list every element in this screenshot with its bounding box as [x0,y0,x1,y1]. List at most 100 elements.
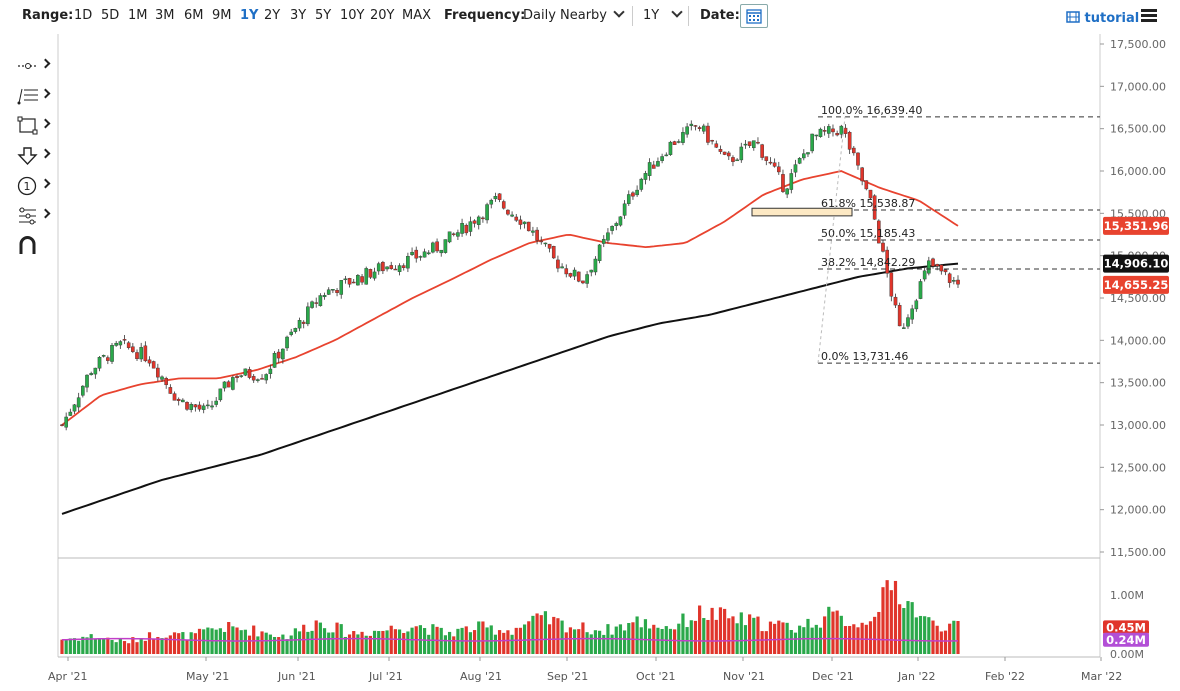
candle-body [872,195,877,220]
range-button-1d[interactable]: 1D [74,8,93,23]
candle-body [456,232,460,237]
candle-body [952,280,956,282]
candle-body [693,125,698,127]
candle-body [364,268,369,285]
volume-bar [522,624,527,654]
x-tick-label: Jan '22 [897,670,935,683]
range-button-9m[interactable]: 9M [212,8,232,23]
calendar-icon[interactable] [740,4,768,28]
fibonacci-tool[interactable] [12,82,52,112]
candle-body [514,216,519,221]
candle-body [110,345,114,362]
candle-body [435,241,439,252]
arrow-down-tool[interactable] [12,142,52,172]
candle-body [606,232,610,241]
volume-bar [656,627,660,654]
candle-body [722,151,727,155]
volume-bar [102,638,106,654]
candle-body [131,346,135,352]
candle-body [122,339,127,341]
volume-bar [493,634,498,654]
candle-body [168,387,173,394]
volume-bar [831,611,835,654]
hierarchy-tool-icon [19,207,36,225]
candle-body [489,199,494,205]
candle-body [785,188,789,195]
tutorial-link[interactable]: tutorial [1066,11,1139,26]
candle-body [726,152,731,157]
candle-body [739,146,744,161]
candle-body [572,269,577,277]
volume-average-line [61,637,958,642]
numbered-marker-tool[interactable]: 1 [12,172,52,202]
candle-body [389,265,394,269]
volume-bar [506,630,510,654]
candle-body [731,157,735,162]
candle-body [539,240,544,243]
volume-bar [231,626,235,654]
candle-body [918,281,923,299]
range-button-10y[interactable]: 10Y [340,8,365,23]
candle-body [939,264,944,272]
volume-bar [535,613,539,654]
range-button-max[interactable]: MAX [402,8,432,23]
volume-bar [481,621,485,654]
volume-bar [139,638,143,654]
rectangle-tool[interactable] [12,112,52,142]
volume-bar [668,628,673,654]
hierarchy-tool[interactable] [12,202,52,232]
volume-bar [60,639,64,654]
volume-bar [239,630,243,654]
candle-body [89,373,93,376]
volume-bar [856,627,860,654]
range-button-6m[interactable]: 6M [184,8,204,23]
range-button-3y[interactable]: 3Y [290,8,307,23]
svg-text:1: 1 [24,180,31,193]
candle-body [510,214,514,217]
price-chart[interactable]: 17,500.0017,000.0016,500.0016,000.0015,5… [0,34,1180,691]
crosshair-line-tool[interactable] [12,52,52,82]
volume-bar [85,637,89,654]
candle-body [139,347,143,360]
candle-body [697,127,702,129]
range-button-3m[interactable]: 3M [155,8,175,23]
volume-bar [752,617,756,654]
candle-body [335,290,339,293]
candle-body [485,204,489,221]
fibonacci-level-label: 61.8% 15,538.87 [821,197,915,210]
numbered-marker-tool-icon: 1 [17,176,37,196]
magnet-tool-icon [19,236,36,254]
volume-bar [385,630,389,654]
volume-bar [756,616,760,654]
range-button-2y[interactable]: 2Y [264,8,281,23]
range-button-1y[interactable]: 1Y [240,8,259,23]
frequency-dropdown[interactable]: Daily Nearby [523,6,625,23]
volume-bar [264,632,268,654]
range-button-5y[interactable]: 5Y [315,8,332,23]
volume-bar [823,616,827,654]
range-button-5d[interactable]: 5D [101,8,120,23]
volume-bar [818,627,823,654]
volume-bar [631,622,635,654]
volume-bar [272,636,277,654]
volume-bar [843,626,848,654]
volume-bar [443,635,448,654]
candle-body [601,238,606,244]
range-button-20y[interactable]: 20Y [370,8,395,23]
candle-body [97,357,102,369]
range-button-1m[interactable]: 1M [128,8,148,23]
volume-bar [918,615,923,654]
candle-body [551,246,556,259]
candle-body [685,126,689,135]
volume-bar [277,637,281,654]
candle-body [751,140,756,149]
candle-body [81,385,85,396]
hamburger-menu-icon[interactable] [1141,9,1157,23]
candle-body [164,378,168,386]
magnet-tool[interactable] [12,232,52,262]
candle-body [401,265,406,268]
volume-bar [397,629,402,654]
period-dropdown[interactable]: 1Y [643,6,683,23]
volume-bar [531,615,535,654]
volume-bar [639,627,643,654]
